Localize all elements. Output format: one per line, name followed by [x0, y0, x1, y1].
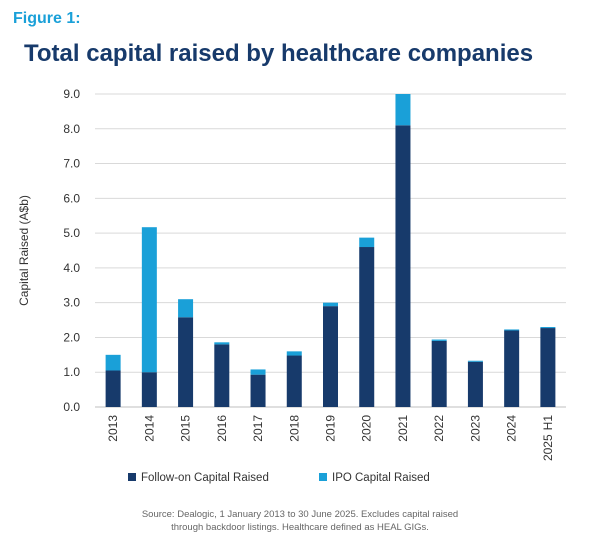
x-tick-label: 2013: [106, 415, 120, 442]
x-tick-label: 2018: [287, 415, 301, 442]
x-tick-label: 2015: [179, 415, 193, 442]
bar-ipo-2024: [504, 329, 520, 331]
figure-label: Figure 1:: [13, 10, 81, 27]
bar-follow-on-2021: [395, 125, 411, 408]
bar-ipo-2020: [359, 237, 375, 248]
bar-ipo-2018: [286, 351, 302, 356]
bar-ipo-2017: [250, 369, 266, 375]
bar-ipo-2019: [323, 302, 338, 307]
bar-follow-on-2019: [323, 306, 338, 407]
bar-follow-on-2024: [504, 330, 520, 407]
source-line-2: through backdoor listings. Healthcare de…: [171, 522, 429, 533]
y-tick-label: 3.0: [63, 296, 80, 310]
bar-follow-on-2023: [467, 361, 483, 407]
x-tick-label: 2024: [505, 415, 519, 442]
x-tick-label: 2019: [324, 415, 338, 442]
y-tick-label: 4.0: [63, 261, 80, 275]
bar-chart: 0.0 1.0 2.0 3.0 4.0 5.0 6.0 7.0 8.0 9.0 Capital Ra…: [17, 87, 566, 484]
legend-swatch-ipo: [319, 473, 327, 481]
bar-follow-on-H1-2025: [540, 328, 556, 407]
bar-follow-on-2013: [105, 370, 121, 407]
bar-follow-on-2022: [431, 340, 447, 407]
bar-ipo-2023: [467, 360, 483, 362]
bar-ipo-2016: [214, 342, 230, 345]
source-note: Source: Dealogic, 1 January 2013 to 30 J…: [0, 508, 600, 534]
y-tick-label: 0.0: [63, 400, 80, 414]
bar-ipo-2022: [431, 339, 447, 341]
bar-ipo-2014: [141, 227, 157, 373]
chart-title: Total capital raised by healthcare compa…: [24, 40, 534, 67]
x-tick-label: 2025H1: [541, 415, 555, 461]
y-tick-label: 7.0: [63, 157, 80, 171]
bar-follow-on-2016: [214, 344, 230, 407]
y-tick-label: 8.0: [63, 122, 80, 136]
x-tick-label: 2023: [468, 415, 482, 442]
x-tick-label: 2017: [251, 415, 265, 442]
bar-follow-on-2015: [178, 317, 194, 407]
y-tick-label: 5.0: [63, 226, 80, 240]
x-tick-label: 2022: [432, 415, 446, 442]
legend-swatch-follow-on: [128, 473, 136, 481]
legend-label-ipo: IPO Capital Raised: [332, 472, 430, 484]
bar-ipo-2013: [105, 354, 121, 371]
x-tick-label: 2014: [142, 415, 156, 442]
y-tick-label: 9.0: [63, 87, 80, 101]
bar-follow-on-2020: [359, 247, 375, 407]
bar-follow-on-2018: [286, 355, 302, 407]
y-tick-label: 2.0: [63, 330, 80, 344]
bar-follow-on-2014: [141, 372, 157, 407]
x-tick-label: 2020: [360, 415, 374, 442]
bar-ipo-H1-2025: [540, 327, 556, 329]
y-tick-label: 1.0: [63, 365, 80, 379]
x-tick-label: 2016: [215, 415, 229, 442]
bar-follow-on-2017: [250, 374, 266, 407]
x-tick-label: 2021: [396, 415, 410, 442]
bar-ipo-2015: [178, 299, 194, 318]
y-axis-label: Capital Raised (A$b): [17, 195, 31, 306]
y-tick-label: 6.0: [63, 191, 80, 205]
source-line-1: Source: Dealogic, 1 January 2013 to 30 J…: [141, 509, 459, 520]
legend-label-follow-on: Follow-on Capital Raised: [141, 472, 269, 484]
bar-ipo-2021: [395, 94, 411, 126]
